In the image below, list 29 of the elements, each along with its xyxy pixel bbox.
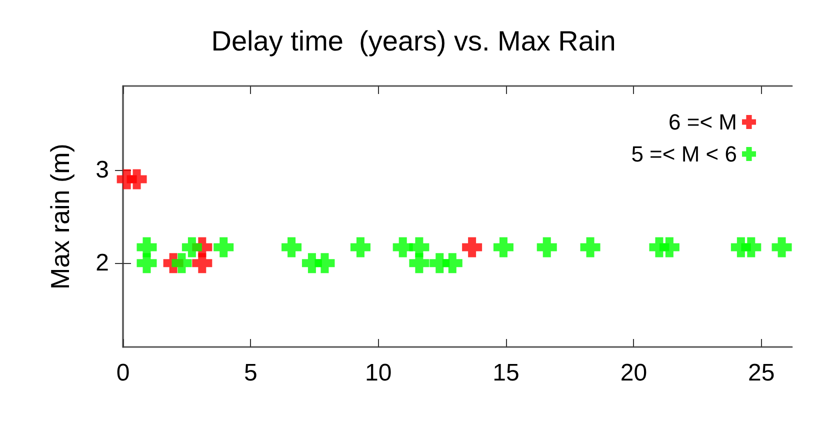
y-tick-label: 2: [96, 250, 109, 277]
x-tick-label: 15: [492, 360, 520, 386]
point: [172, 253, 192, 274]
x-tick-label: 0: [116, 360, 130, 386]
x-tick-label: 20: [620, 360, 648, 386]
point: [659, 237, 680, 258]
point: [493, 237, 514, 258]
point: [350, 237, 370, 258]
point: [409, 253, 430, 274]
point: [580, 237, 600, 258]
y-axis-title: Max rain (m): [45, 144, 75, 290]
point: [214, 237, 234, 258]
point: [314, 253, 335, 274]
point: [462, 237, 482, 258]
point: [136, 253, 157, 274]
x-tick-label: 10: [364, 360, 392, 386]
legend-label: 6 =< M: [668, 110, 737, 134]
chart-title: Delay time (years) vs. Max Rain: [211, 26, 616, 56]
point: [741, 237, 762, 258]
legend-label: 5 =< M < 6: [631, 142, 737, 166]
point: [772, 237, 792, 258]
point: [182, 237, 202, 258]
point: [282, 237, 302, 258]
point: [536, 237, 557, 258]
x-tick-label: 25: [748, 360, 775, 386]
x-tick-label: 5: [244, 360, 258, 386]
y-tick-label: 3: [96, 156, 109, 184]
point: [442, 253, 462, 274]
point: [126, 169, 147, 190]
